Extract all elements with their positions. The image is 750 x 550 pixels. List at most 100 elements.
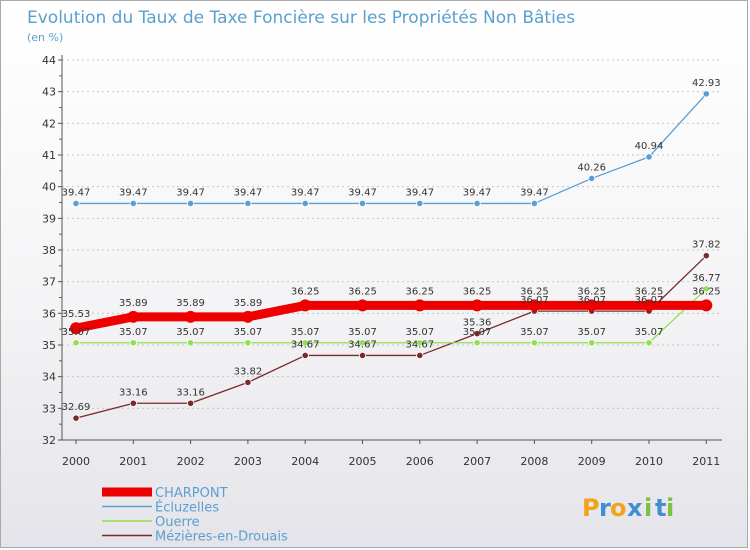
data-point: [585, 299, 598, 312]
data-point: [413, 299, 426, 312]
data-point: [129, 399, 137, 407]
data-point: [700, 299, 713, 312]
data-label: 35.07: [176, 327, 205, 338]
logo-letter: r: [599, 494, 611, 522]
data-point: [356, 299, 369, 312]
data-label: 33.16: [176, 387, 205, 398]
y-tick-label: 37: [42, 276, 56, 289]
data-point: [241, 310, 254, 323]
legend-label: Écluzelles: [155, 500, 219, 516]
data-label: 39.47: [62, 187, 91, 198]
data-point: [72, 339, 80, 347]
data-label: 39.47: [405, 187, 434, 198]
data-point: [72, 414, 80, 422]
data-label: 37.82: [692, 240, 721, 251]
data-point: [184, 310, 197, 323]
y-axis-unit-label: (en %): [27, 31, 63, 44]
series-line: [75, 255, 707, 419]
data-label: 36.07: [577, 295, 606, 306]
logo-letter: P: [582, 494, 600, 522]
data-point: [588, 339, 596, 347]
data-point: [702, 90, 710, 98]
data-label: 36.25: [348, 286, 377, 297]
x-tick-label: 2001: [119, 455, 147, 468]
legend-label: CHARPONT: [155, 486, 228, 501]
x-tick-label: 2006: [406, 455, 434, 468]
data-label: 35.07: [520, 327, 549, 338]
data-label: 40.94: [635, 141, 664, 152]
x-tick-label: 2004: [291, 455, 319, 468]
data-label: 35.53: [62, 309, 91, 320]
data-point: [473, 329, 481, 338]
logo-letter: i: [644, 494, 652, 522]
data-point: [187, 339, 195, 347]
data-label: 36.77: [692, 273, 721, 284]
data-label: 35.07: [234, 327, 263, 338]
data-point: [244, 339, 252, 347]
data-point: [127, 310, 140, 323]
data-point: [643, 299, 655, 312]
legend: CHARPONTÉcluzellesOuerreMézières-en-Drou…: [102, 486, 288, 545]
data-point: [244, 199, 252, 208]
data-point: [588, 174, 596, 183]
data-point: [471, 299, 484, 312]
axes: 32 33 34 35 36 37 38 39 40 41 42 43 44 2000 2001 2002 20…: [42, 54, 722, 468]
y-tick-label: 38: [42, 244, 56, 257]
data-label: 33.16: [119, 387, 148, 398]
data-label: 42.93: [692, 78, 721, 89]
y-tick-label: 36: [42, 307, 56, 320]
data-labels: 32.69 33.16 33.16 33.82 34.67 34.67 34.67 35.36…: [62, 78, 721, 413]
y-tick-label: 43: [42, 86, 56, 99]
data-point: [702, 285, 710, 293]
data-label: 36.07: [520, 295, 549, 306]
data-point: [358, 351, 367, 360]
y-tick-label: 39: [42, 212, 56, 225]
data-label: 39.47: [176, 187, 205, 198]
logo-letter: x: [627, 494, 643, 522]
data-point: [358, 339, 367, 347]
series-line: [75, 93, 707, 205]
y-gridlines: [62, 59, 722, 409]
data-label: 35.07: [577, 327, 606, 338]
data-label: 39.47: [348, 187, 377, 198]
x-tick-label: 2007: [463, 455, 491, 468]
data-point: [299, 299, 312, 312]
data-label: 35.89: [234, 298, 263, 309]
y-tick-label: 32: [42, 434, 56, 447]
logo-letter: i: [666, 494, 674, 522]
data-point: [473, 199, 481, 208]
data-point: [244, 378, 252, 386]
data-label: 35.07: [348, 327, 377, 338]
x-tick-label: 2009: [578, 455, 606, 468]
x-tick-label: 2010: [635, 455, 663, 468]
data-label: 34.67: [291, 339, 320, 350]
chart-title: Evolution du Taux de Taxe Foncière sur l…: [27, 8, 575, 28]
legend-label: Ouerre: [155, 515, 200, 530]
y-tick-label: 42: [42, 117, 56, 130]
logo-letter: o: [610, 494, 627, 522]
data-point: [645, 339, 653, 347]
data-label: 36.07: [635, 295, 664, 306]
data-label: 35.89: [176, 298, 205, 309]
data-label: 35.07: [291, 327, 320, 338]
data-label: 35.07: [635, 327, 664, 338]
data-label: 36.25: [692, 286, 721, 297]
data-point: [187, 399, 195, 407]
data-point: [187, 199, 195, 208]
data-point: [416, 339, 424, 347]
y-tick-label: 44: [42, 54, 56, 67]
data-label: 36.25: [520, 286, 549, 297]
y-tick-label: 33: [42, 402, 56, 415]
data-label: 40.26: [577, 162, 606, 173]
series-line: [71, 300, 711, 333]
data-point: [301, 199, 309, 208]
data-label: 35.07: [463, 327, 492, 338]
x-tick-label: 2005: [349, 455, 377, 468]
data-point: [301, 339, 309, 347]
data-label: 35.89: [119, 298, 148, 309]
data-label: 39.47: [520, 187, 549, 198]
y-tick-label: 41: [42, 149, 56, 162]
logo-letter: t: [655, 494, 666, 522]
data-label: 39.47: [463, 187, 492, 198]
